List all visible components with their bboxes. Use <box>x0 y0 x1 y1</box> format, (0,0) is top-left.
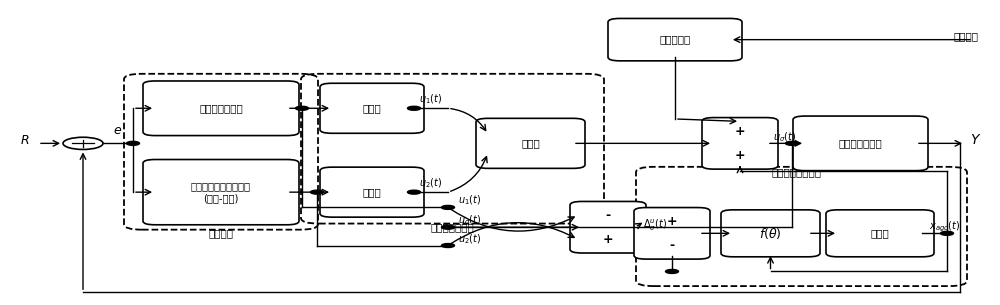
Text: -: - <box>605 209 611 221</box>
Circle shape <box>442 243 454 248</box>
Circle shape <box>63 137 103 149</box>
Text: $u_1(t)$: $u_1(t)$ <box>458 194 481 207</box>
Circle shape <box>786 142 798 145</box>
Text: 进气道不起动保护控制
(燃油-推力): 进气道不起动保护控制 (燃油-推力) <box>191 181 251 203</box>
FancyBboxPatch shape <box>143 81 299 135</box>
FancyBboxPatch shape <box>320 83 424 133</box>
Text: $R$: $R$ <box>20 134 30 147</box>
Text: 控制器组: 控制器组 <box>208 228 233 238</box>
FancyBboxPatch shape <box>634 208 710 259</box>
FancyBboxPatch shape <box>702 117 778 169</box>
FancyBboxPatch shape <box>826 210 934 257</box>
Text: $e$: $e$ <box>113 124 122 137</box>
Text: $x_{agc}(t)$: $x_{agc}(t)$ <box>929 220 960 235</box>
Text: 微分器: 微分器 <box>363 103 381 113</box>
FancyBboxPatch shape <box>721 210 820 257</box>
Text: 切换控制律: 切换控制律 <box>659 35 691 45</box>
FancyBboxPatch shape <box>793 116 928 171</box>
FancyBboxPatch shape <box>143 160 299 225</box>
Text: 超燃冲压发动机: 超燃冲压发动机 <box>839 138 882 148</box>
Text: $u_2(t)$: $u_2(t)$ <box>458 232 481 246</box>
Text: $Y$: $Y$ <box>970 133 981 147</box>
Circle shape <box>408 190 420 194</box>
Text: 微积分平滑模块: 微积分平滑模块 <box>431 222 474 232</box>
Circle shape <box>310 190 323 194</box>
Text: 主推力闭环控制: 主推力闭环控制 <box>199 103 243 113</box>
Text: +: + <box>667 215 677 228</box>
Circle shape <box>442 206 454 209</box>
Text: $u_\sigma(t)$: $u_\sigma(t)$ <box>458 214 481 227</box>
Text: +: + <box>735 149 745 162</box>
Circle shape <box>442 225 454 229</box>
Text: 自适应增益补偿器: 自适应增益补偿器 <box>772 167 822 177</box>
Text: 切换信号: 切换信号 <box>953 32 978 41</box>
Circle shape <box>666 270 678 274</box>
Text: 积分器: 积分器 <box>871 228 889 238</box>
Text: +: + <box>735 125 745 138</box>
Text: -: - <box>669 239 675 252</box>
Text: +: + <box>603 233 613 246</box>
Circle shape <box>941 231 954 235</box>
Text: 微分器: 微分器 <box>363 187 381 197</box>
Circle shape <box>296 106 308 110</box>
Circle shape <box>126 142 140 145</box>
FancyBboxPatch shape <box>570 202 646 253</box>
Text: $\Delta_\sigma^u(t)$: $\Delta_\sigma^u(t)$ <box>643 218 667 233</box>
Circle shape <box>408 106 420 110</box>
FancyBboxPatch shape <box>320 167 424 217</box>
Text: $\dot{u}_2(t)$: $\dot{u}_2(t)$ <box>419 176 442 190</box>
FancyBboxPatch shape <box>608 18 742 61</box>
Text: $\dot{u}_\sigma(t)$: $\dot{u}_\sigma(t)$ <box>773 129 796 144</box>
Text: $\dot{u}_1(t)$: $\dot{u}_1(t)$ <box>419 92 442 106</box>
Text: 积分器: 积分器 <box>521 138 540 148</box>
FancyBboxPatch shape <box>476 118 585 168</box>
Text: $f(\theta)$: $f(\theta)$ <box>759 226 782 241</box>
